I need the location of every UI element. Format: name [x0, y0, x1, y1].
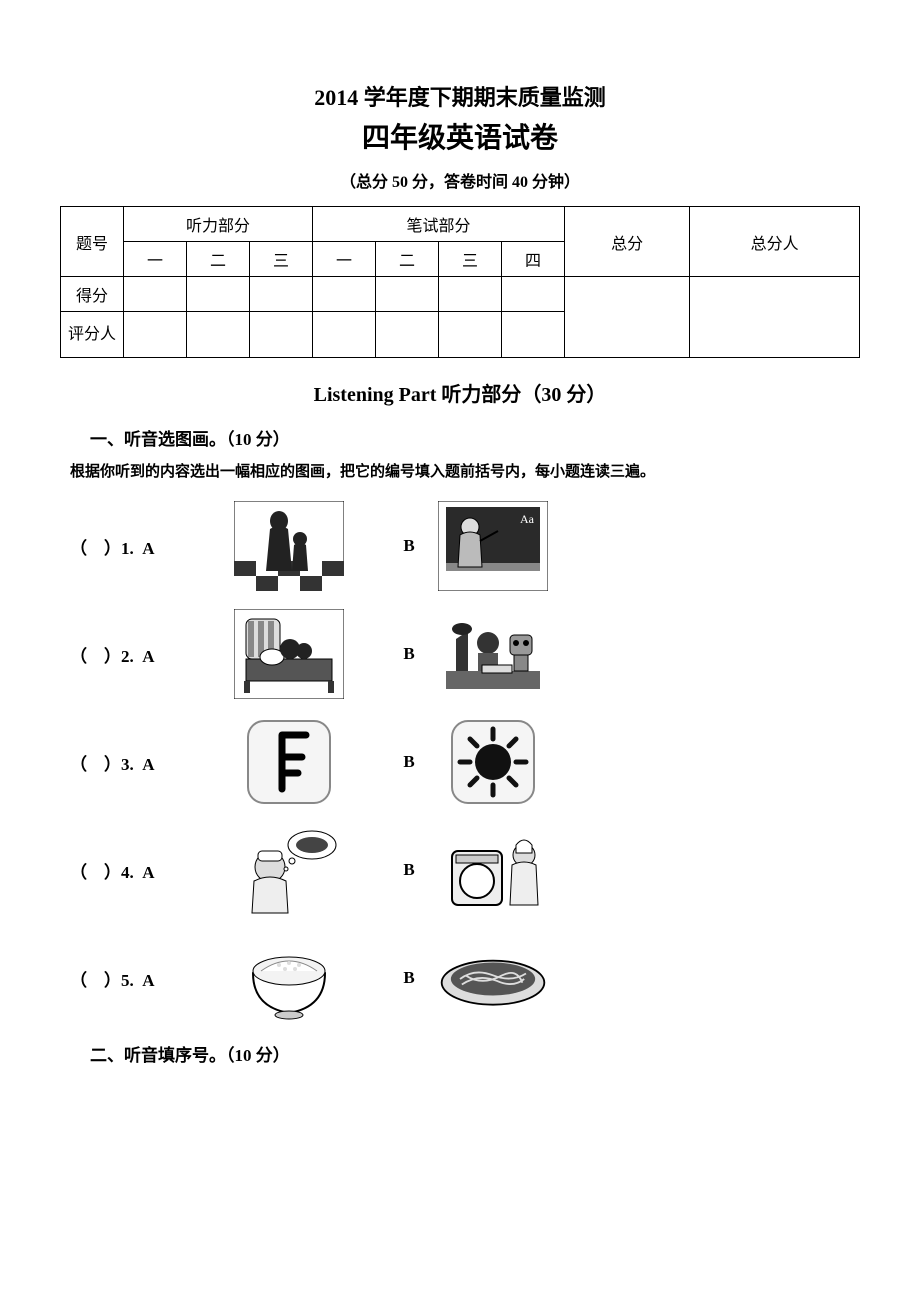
score-cell [502, 277, 565, 312]
grader-cell [313, 312, 376, 358]
scorer-cell [690, 277, 860, 358]
teacher-blackboard-icon: Aa [438, 501, 548, 591]
write-col-2: 二 [376, 242, 439, 277]
q1-optB: B [394, 536, 424, 556]
row-score-label: 得分 [61, 277, 124, 312]
row-grader-label: 评分人 [61, 312, 124, 358]
q2-label: （ ）2. A [70, 642, 220, 667]
listen-col-1: 一 [124, 242, 187, 277]
q4-optB: B [394, 860, 424, 880]
noodles-plate-icon [438, 933, 548, 1023]
section1-instruction: 根据你听到的内容选出一幅相应的图画，把它的编号填入题前括号内，每小题连读三遍。 [70, 460, 860, 481]
score-cell [250, 277, 313, 312]
listening-header: 听力部分 [124, 207, 313, 242]
writing-header: 笔试部分 [313, 207, 565, 242]
q5-label: （ ）5. A [70, 966, 220, 991]
chef-washing-icon [438, 825, 548, 915]
q4-label: （ ）4. A [70, 858, 220, 883]
total-header: 总分 [565, 207, 690, 277]
mother-child-icon [234, 501, 344, 591]
grader-cell [439, 312, 502, 358]
robot-reading-icon [438, 609, 548, 699]
grader-cell [124, 312, 187, 358]
grader-cell [187, 312, 250, 358]
q3-optB: B [394, 752, 424, 772]
q5-optB: B [394, 968, 424, 988]
col-label: 题号 [61, 207, 124, 277]
grader-cell [502, 312, 565, 358]
grader-cell [376, 312, 439, 358]
svg-text:Aa: Aa [520, 512, 535, 526]
score-cell [439, 277, 502, 312]
title-year: 2014 学年度下期期末质量监测 [60, 80, 860, 112]
title-main: 四年级英语试卷 [60, 116, 860, 156]
rice-bowl-icon [234, 933, 344, 1023]
score-table: 题号 听力部分 笔试部分 总分 总分人 一 二 三 一 二 三 四 得分 评分人 [60, 206, 860, 358]
question-row: （ ）3. A B [70, 717, 860, 807]
section2-title: 二、听音填序号。（10 分） [90, 1041, 860, 1066]
q1-label: （ ）1. A [70, 534, 220, 559]
question-row: （ ）2. A B [70, 609, 860, 699]
sun-icon [438, 717, 548, 807]
subtitle: （总分 50 分，答卷时间 40 分钟） [60, 168, 860, 192]
score-cell [124, 277, 187, 312]
listen-col-3: 三 [250, 242, 313, 277]
letter-f-icon [234, 717, 344, 807]
chef-thinking-icon [234, 825, 344, 915]
write-col-3: 三 [439, 242, 502, 277]
question-row: （ ）5. A B [70, 933, 860, 1023]
write-col-4: 四 [502, 242, 565, 277]
listen-col-2: 二 [187, 242, 250, 277]
score-cell [376, 277, 439, 312]
q2-optB: B [394, 644, 424, 664]
section1-title: 一、听音选图画。（10 分） [90, 425, 860, 450]
question-row: （ ）1. A B Aa [70, 501, 860, 591]
grader-cell [250, 312, 313, 358]
listening-heading: Listening Part 听力部分（30 分） [60, 378, 860, 407]
scorer-header: 总分人 [690, 207, 860, 277]
score-cell [187, 277, 250, 312]
score-cell [313, 277, 376, 312]
question-row: （ ）4. A B [70, 825, 860, 915]
q3-label: （ ）3. A [70, 750, 220, 775]
child-bed-icon [234, 609, 344, 699]
total-cell [565, 277, 690, 358]
write-col-1: 一 [313, 242, 376, 277]
